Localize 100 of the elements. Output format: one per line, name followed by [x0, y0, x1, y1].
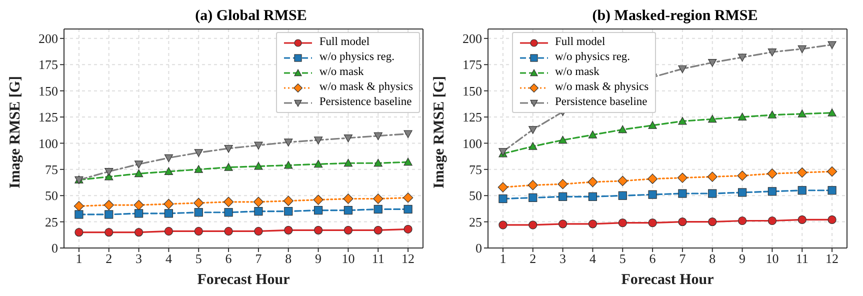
point: [558, 220, 568, 228]
x-tick-label: 12: [402, 251, 415, 266]
point: [618, 125, 627, 134]
y-tick-label: 25: [469, 214, 482, 230]
point: [194, 198, 204, 208]
x-tick-label: 7: [679, 251, 686, 266]
point: [678, 65, 687, 74]
point: [74, 210, 84, 219]
point: [164, 154, 174, 162]
point: [284, 160, 293, 169]
point: [314, 136, 323, 144]
y-tick-label: 0: [476, 240, 482, 256]
point: [164, 209, 174, 218]
legend-label: w/o physics reg.: [319, 50, 394, 65]
point: [558, 178, 568, 190]
point: [314, 206, 323, 215]
point: [737, 170, 748, 181]
x-tick-label: 5: [195, 251, 202, 266]
point: [588, 130, 598, 138]
point: [134, 209, 144, 218]
point: [528, 126, 538, 134]
point: [254, 207, 263, 216]
y-axis-title: Image RMSE [G]: [7, 76, 24, 188]
point: [402, 192, 414, 203]
legend-label: w/o mask & physics: [319, 80, 413, 95]
x-tick-label: 3: [560, 251, 566, 266]
point: [374, 132, 382, 140]
point: [498, 220, 508, 230]
point: [738, 112, 747, 121]
x-tick-label: 8: [709, 251, 716, 266]
point: [374, 204, 382, 214]
y-tick-label: 125: [462, 110, 482, 125]
y-tick-label: 100: [462, 136, 482, 151]
y-tick-label: 0: [52, 240, 58, 256]
point: [344, 226, 353, 234]
point: [528, 180, 538, 190]
point: [164, 167, 174, 176]
point: [768, 216, 777, 226]
point: [104, 228, 114, 237]
y-tick-label: 150: [38, 83, 58, 98]
point: [768, 48, 777, 56]
point: [194, 165, 203, 173]
point: [768, 187, 777, 196]
x-tick-label: 6: [649, 251, 656, 266]
point: [164, 198, 174, 210]
point: [223, 196, 234, 207]
legend-label: Persistence baseline: [555, 95, 648, 110]
x-tick-label: 5: [619, 251, 626, 266]
legend-label: Persistence baseline: [319, 95, 412, 110]
point: [558, 192, 568, 201]
point: [344, 206, 353, 215]
point: [678, 218, 687, 226]
point: [588, 176, 598, 188]
point: [74, 228, 84, 237]
point: [404, 158, 412, 166]
point: [194, 208, 203, 217]
point: [224, 144, 233, 153]
point: [828, 41, 836, 50]
y-tick-label: 25: [45, 214, 58, 230]
point: [134, 160, 144, 168]
point: [678, 116, 687, 125]
point: [678, 189, 687, 198]
point: [528, 193, 538, 202]
point: [738, 54, 747, 62]
y-tick-label: 75: [45, 162, 58, 178]
x-tick-label: 9: [739, 251, 746, 266]
point: [588, 192, 598, 201]
point: [708, 189, 717, 198]
point: [374, 158, 382, 167]
point: [404, 204, 412, 214]
point: [344, 158, 353, 167]
point: [253, 196, 264, 207]
point: [708, 218, 717, 226]
point: [798, 186, 806, 195]
chart-title: (a) Global RMSE: [194, 8, 308, 25]
point: [404, 130, 412, 138]
x-tick-label: 4: [165, 251, 172, 266]
point: [618, 176, 628, 186]
legend-label: w/o mask: [319, 65, 364, 80]
x-tick-label: 7: [255, 251, 262, 266]
y-tick-label: 50: [45, 188, 58, 204]
point: [224, 163, 233, 171]
legend-label: Full model: [555, 35, 606, 50]
point: [134, 228, 144, 237]
point: [104, 168, 114, 176]
x-tick-label: 10: [342, 251, 355, 266]
point: [344, 134, 353, 142]
point: [194, 149, 203, 157]
point: [404, 224, 412, 234]
legend-label: w/o physics reg.: [555, 50, 630, 65]
point: [708, 114, 717, 123]
point: [648, 218, 657, 228]
legend-label: w/o mask: [555, 65, 600, 80]
point: [164, 226, 174, 236]
point: [767, 168, 778, 179]
point: [224, 208, 233, 217]
point: [283, 196, 294, 206]
x-tick-label: 6: [225, 251, 232, 266]
legend-label: Full model: [319, 35, 370, 50]
point: [648, 190, 657, 199]
